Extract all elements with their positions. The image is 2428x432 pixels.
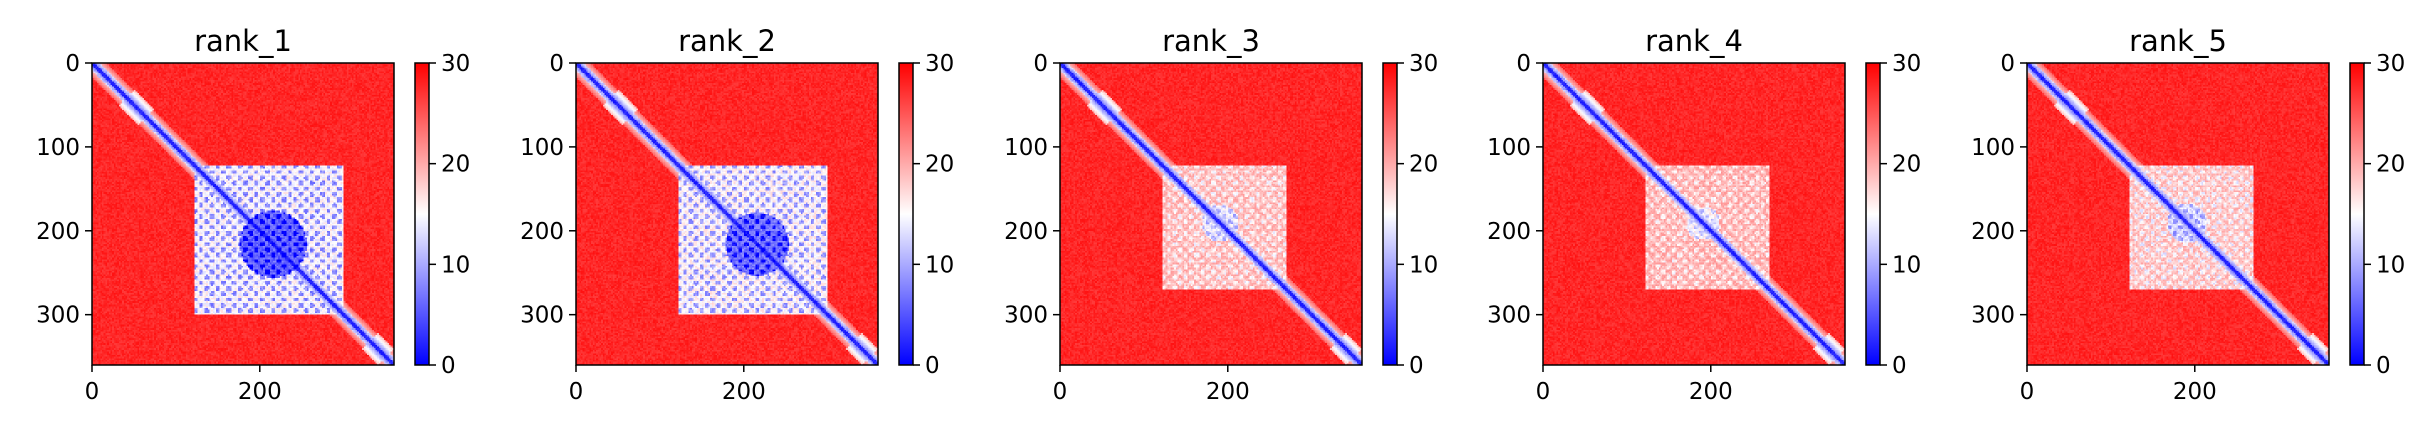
y-tick-label: 0: [1516, 51, 1531, 77]
axes-frame: [1542, 62, 1846, 366]
colorbar-tick-label: 20: [925, 152, 954, 178]
y-tick-label: 100: [1487, 135, 1531, 161]
heatmap-panel-1: rank_1 0 200 0 100 200 300 0 10 20 30: [36, 24, 470, 405]
axes-frame: [2026, 62, 2330, 366]
axes-frame: [1059, 62, 1363, 366]
y-tick-label: 200: [520, 219, 564, 245]
colorbar: [898, 62, 914, 366]
colorbar-tick-label: 10: [1892, 252, 1921, 278]
y-tick-label: 0: [549, 51, 564, 77]
colorbar-tick-label: 10: [441, 252, 470, 278]
colorbar: [1865, 62, 1881, 366]
colorbar-tick-label: 10: [2376, 252, 2405, 278]
panel-title: rank_1: [194, 24, 292, 58]
x-tick-label: 0: [2020, 379, 2035, 405]
heatmap-image: [1543, 63, 1845, 365]
y-tick-label: 300: [1487, 303, 1531, 329]
colorbar: [2349, 62, 2365, 366]
colorbar-tick-label: 20: [2376, 152, 2405, 178]
colorbar-tick-label: 20: [1892, 152, 1921, 178]
x-tick-label: 200: [722, 379, 766, 405]
colorbar-tick-label: 0: [1409, 353, 1424, 379]
heatmap-panel-2: rank_2 0 200 0 100 200 300 0 10 20 30: [520, 24, 954, 405]
colorbar-tick-label: 20: [1409, 152, 1438, 178]
colorbar: [1382, 62, 1398, 366]
colorbar-tick-label: 20: [441, 152, 470, 178]
colorbar-tick-label: 30: [1892, 51, 1921, 77]
y-tick-label: 100: [1004, 135, 1048, 161]
heatmap-image: [576, 63, 878, 365]
heatmap-panel-4: rank_4 0 200 0 100 200 300 0 10 20 30: [1487, 24, 1921, 405]
x-tick-label: 0: [1536, 379, 1551, 405]
colorbar-tick-label: 30: [925, 51, 954, 77]
colorbar-tick-label: 30: [2376, 51, 2405, 77]
y-tick-label: 200: [1971, 219, 2015, 245]
colorbar-tick-label: 0: [925, 353, 940, 379]
heatmap-image: [2027, 63, 2329, 365]
x-tick-label: 200: [1206, 379, 1250, 405]
colorbar-tick-label: 0: [1892, 353, 1907, 379]
panel-title: rank_4: [1645, 24, 1743, 58]
y-tick-label: 100: [36, 135, 80, 161]
x-tick-label: 200: [2173, 379, 2217, 405]
x-tick-label: 0: [1053, 379, 1068, 405]
y-tick-label: 300: [520, 303, 564, 329]
x-tick-label: 0: [85, 379, 100, 405]
heatmap-image: [1060, 63, 1362, 365]
y-tick-label: 200: [1004, 219, 1048, 245]
colorbar-tick-label: 0: [441, 353, 456, 379]
heatmap-image: [92, 63, 394, 365]
y-tick-label: 300: [1971, 303, 2015, 329]
x-tick-label: 0: [569, 379, 584, 405]
y-tick-label: 100: [1971, 135, 2015, 161]
panel-title: rank_3: [1162, 24, 1260, 58]
heatmap-panel-5: rank_5 0 200 0 100 200 300 0 10 20 30: [1971, 24, 2405, 405]
colorbar-tick-label: 0: [2376, 353, 2391, 379]
y-tick-label: 300: [36, 303, 80, 329]
y-tick-label: 200: [1487, 219, 1531, 245]
y-tick-label: 0: [65, 51, 80, 77]
axes-frame: [575, 62, 879, 366]
y-tick-label: 0: [2000, 51, 2015, 77]
colorbar-tick-label: 30: [1409, 51, 1438, 77]
colorbar-tick-label: 10: [1409, 252, 1438, 278]
colorbar-tick-label: 10: [925, 252, 954, 278]
x-tick-label: 200: [238, 379, 282, 405]
panel-title: rank_2: [678, 24, 776, 58]
axes-frame: [91, 62, 395, 366]
panel-title: rank_5: [2129, 24, 2227, 58]
y-tick-label: 300: [1004, 303, 1048, 329]
colorbar-tick-label: 30: [441, 51, 470, 77]
y-tick-label: 0: [1033, 51, 1048, 77]
colorbar: [414, 62, 430, 366]
y-tick-label: 100: [520, 135, 564, 161]
heatmap-panel-3: rank_3 0 200 0 100 200 300 0 10 20 30: [1004, 24, 1438, 405]
x-tick-label: 200: [1689, 379, 1733, 405]
y-tick-label: 200: [36, 219, 80, 245]
